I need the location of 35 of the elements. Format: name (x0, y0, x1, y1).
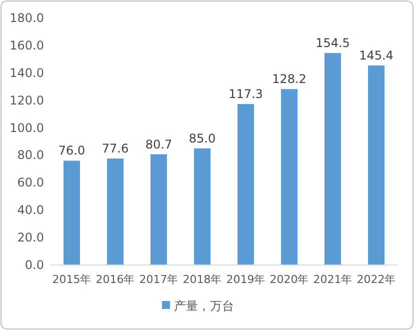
x-tick-label: 2017年 (139, 273, 178, 286)
y-tick-label: 140.0 (10, 66, 44, 80)
x-tick-label: 2015年 (52, 273, 92, 286)
y-tick-label: 180.0 (10, 11, 44, 25)
y-tick-label: 100.0 (10, 120, 44, 135)
bar (324, 52, 342, 265)
bar (106, 158, 124, 265)
bar (280, 89, 298, 265)
y-tick-label: 60.0 (17, 176, 44, 190)
data-label: 85.0 (188, 131, 216, 146)
bar (150, 154, 168, 265)
data-label: 128.2 (272, 72, 306, 86)
x-tick-label: 2022年 (356, 273, 396, 286)
y-tick-label: 40.0 (17, 203, 44, 218)
bar (63, 160, 80, 265)
bar (368, 65, 385, 265)
bar (237, 104, 254, 265)
x-tick-label: 2016年 (96, 273, 135, 286)
data-label: 76.0 (58, 144, 86, 158)
y-tick-label: 80.0 (17, 148, 44, 162)
bar (194, 148, 211, 265)
x-tick-label: 2019年 (226, 273, 266, 286)
data-label: 77.6 (102, 142, 129, 156)
data-label: 117.3 (228, 87, 263, 102)
data-label: 145.4 (359, 48, 394, 62)
x-tick-label: 2021年 (313, 273, 352, 286)
y-tick-label: 0.0 (24, 258, 44, 272)
data-label: 80.7 (145, 137, 172, 152)
y-tick-label: 20.0 (17, 230, 44, 245)
x-tick-label: 2018年 (182, 273, 222, 286)
x-tick-label: 2020年 (270, 273, 309, 286)
data-label: 154.5 (316, 36, 350, 50)
y-tick-label: 120.0 (10, 93, 44, 108)
legend-label: 产量，万台 (174, 299, 234, 313)
y-tick-label: 160.0 (10, 38, 44, 52)
